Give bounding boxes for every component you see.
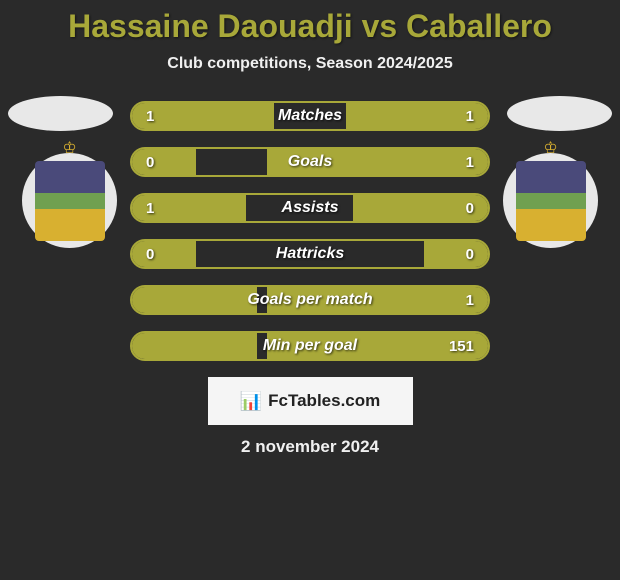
chart-icon: 📊 [240, 391, 262, 412]
stat-bar-left [132, 241, 196, 267]
player-avatar-right [507, 96, 612, 131]
stat-label: Matches [278, 107, 342, 125]
main-container: Hassaine Daouadji vs Caballero Club comp… [0, 0, 620, 457]
footer-attribution: 📊 FcTables.com [208, 377, 413, 425]
stat-label: Assists [282, 199, 339, 217]
stat-value-right: 1 [466, 154, 474, 171]
stat-row: 1 1 Matches [130, 101, 490, 131]
subtitle: Club competitions, Season 2024/2025 [0, 55, 620, 73]
page-title: Hassaine Daouadji vs Caballero [0, 8, 620, 45]
stat-value-right: 0 [466, 200, 474, 217]
stat-row: 1 Goals per match [130, 285, 490, 315]
crown-icon: ♔ [62, 138, 76, 158]
stat-value-right: 1 [466, 108, 474, 125]
stat-row: 0 0 Hattricks [130, 239, 490, 269]
stat-value-left: 1 [146, 108, 154, 125]
badge-shield-icon [35, 161, 105, 241]
date-label: 2 november 2024 [0, 437, 620, 457]
crown-icon: ♔ [543, 138, 557, 158]
stat-label: Goals per match [247, 291, 372, 309]
stat-value-left: 0 [146, 154, 154, 171]
club-badge-right: ♔ [503, 153, 598, 248]
stat-row: 151 Min per goal [130, 331, 490, 361]
stat-bar-left [132, 149, 196, 175]
player-avatar-left [8, 96, 113, 131]
stat-row: 0 1 Goals [130, 147, 490, 177]
badge-shield-icon [516, 161, 586, 241]
stat-label: Min per goal [263, 337, 357, 355]
footer-text: FcTables.com [268, 391, 380, 411]
stat-bar-right [424, 241, 488, 267]
club-badge-left: ♔ [22, 153, 117, 248]
stat-value-right: 0 [466, 246, 474, 263]
stat-row: 1 0 Assists [130, 193, 490, 223]
stat-bar-left [132, 287, 257, 313]
stat-label: Hattricks [276, 245, 344, 263]
stats-rows: 1 1 Matches 0 1 Goals 1 0 Assists 0 0 Hattricks 1 Goa… [130, 101, 490, 361]
stat-value-right: 151 [449, 338, 474, 355]
comparison-area: ♔ ♔ 1 1 Matches 0 1 Goals 1 0 Assists 0 0 Hattricks… [0, 101, 620, 361]
stat-value-right: 1 [466, 292, 474, 309]
stat-bar-left [132, 333, 257, 359]
stat-value-left: 1 [146, 200, 154, 217]
stat-value-left: 0 [146, 246, 154, 263]
stat-label: Goals [288, 153, 332, 171]
